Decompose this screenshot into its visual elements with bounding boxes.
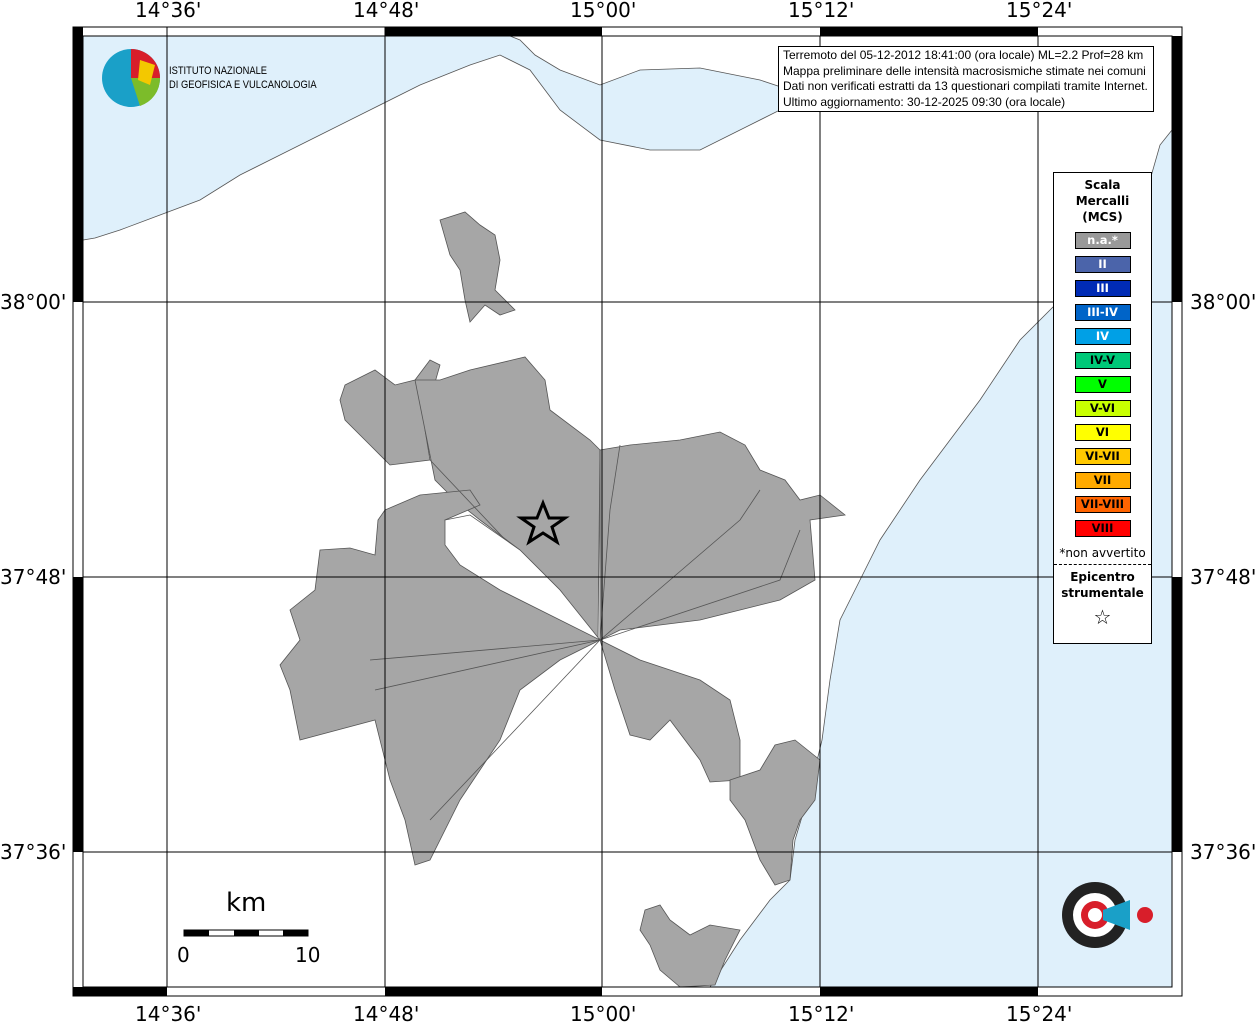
mcs-legend: Scala Mercalli (MCS) n.a.* II III III-IV IV IV-… [1053,172,1152,644]
municipality-coast [729,739,821,886]
legend-title: Scala Mercalli (MCS) [1054,177,1151,225]
epicenter-label-line: strumentale [1061,586,1144,600]
info-line: Dati non verificati estratti da 13 quest… [783,79,1148,93]
institute-line2: DI GEOFISICA E VULCANOLOGIA [169,79,317,91]
lon-label-top: 15°00' [570,0,637,22]
lon-label-bottom: 15°24' [1006,1002,1073,1024]
legend-swatch-vii: VII [1074,472,1131,489]
scale-unit: km [226,888,267,918]
haisentito-logo [1062,882,1153,948]
institute-name: ISTITUTO NAZIONALE DI GEOFISICA E VULCANO… [169,64,317,92]
scale-max: 10 [295,943,321,967]
map-frame [72,26,1183,997]
epicenter-legend-label: Epicentro strumentale [1054,569,1151,601]
lat-label-left: 38°00' [0,290,67,314]
legend-swatch-ii: II [1074,256,1131,273]
lat-label-right: 37°36' [1190,840,1255,864]
info-line: Mappa preliminare delle intensità macros… [783,63,1146,78]
sea-north [82,35,791,241]
lon-label-bottom: 15°12' [788,1002,855,1024]
lon-label-bottom: 15°00' [570,1002,637,1024]
legend-title-line: Mercalli [1075,194,1130,208]
legend-swatch-iv: IV [1074,328,1131,345]
legend-swatch-vi-vii: VI-VII [1074,448,1131,465]
legend-title-line: (MCS) [1082,210,1123,224]
legend-swatch-v-vi: V-VI [1074,400,1131,417]
info-line: Terremoto del 05-12-2012 18:41:00 (ora l… [783,48,1144,62]
epicenter-label-line: Epicentro [1070,570,1135,584]
lat-label-right: 38°00' [1190,290,1255,314]
legend-swatch-vi: VI [1074,424,1131,441]
lon-label-bottom: 14°48' [353,1002,420,1024]
epicenter-star [516,498,570,546]
lon-label-top: 15°24' [1006,0,1073,22]
event-info-box: Terremoto del 05-12-2012 18:41:00 (ora l… [778,46,1154,112]
lon-label-bottom: 14°36' [135,1002,202,1024]
legend-swatch-na: n.a.* [1074,232,1131,249]
lon-label-top: 15°12' [788,0,855,22]
epicenter-star-icon: ☆ [1093,605,1112,629]
graticule [83,36,1172,987]
legend-note: *non avvertito [1059,546,1146,560]
municipality-south [639,904,741,988]
lon-label-top: 14°36' [135,0,202,22]
legend-swatch-vii-viii: VII-VIII [1074,496,1131,513]
lat-label-right: 37°48' [1190,565,1255,589]
borders [369,444,801,821]
municipality-north [439,211,516,323]
legend-swatch-v: V [1074,376,1131,393]
scale-bar [183,929,309,937]
lon-label-top: 14°48' [353,0,420,22]
lat-label-left: 37°48' [0,565,67,589]
legend-swatch-viii: VIII [1074,520,1131,537]
institute-line1: ISTITUTO NAZIONALE [169,65,268,77]
legend-swatch-iv-v: IV-V [1074,352,1131,369]
municipality-center [414,356,601,642]
ingv-logo [102,49,161,107]
municipality-southeast [599,639,741,783]
legend-title-line: Scala [1084,178,1121,192]
lat-label-left: 37°36' [0,840,67,864]
scale-min: 0 [177,943,190,967]
info-line: Ultimo aggiornamento: 30-12-2025 09:30 (… [783,94,1066,109]
legend-swatch-iii-iv: III-IV [1074,304,1131,321]
legend-swatch-iii: III [1074,280,1131,297]
